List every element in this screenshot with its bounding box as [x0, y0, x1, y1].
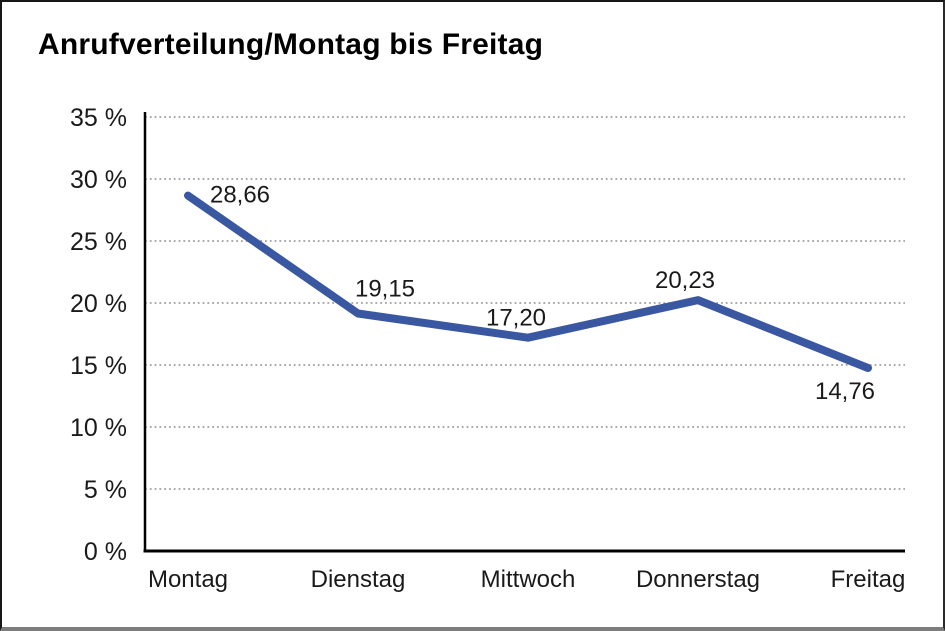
y-axis-tick-label: 15 %	[70, 352, 127, 380]
y-axis-tick-label: 30 %	[70, 166, 127, 194]
x-axis-category-label: Freitag	[831, 566, 906, 593]
x-axis-category-label: Dienstag	[311, 566, 406, 593]
chart-title: Anrufverteilung/Montag bis Freitag	[38, 28, 544, 61]
data-point-label: 28,66	[210, 182, 270, 209]
y-axis-tick-label: 20 %	[70, 290, 127, 318]
x-axis-category-label: Mittwoch	[481, 566, 576, 593]
data-series-line	[184, 191, 872, 372]
y-axis-tick-label: 25 %	[70, 228, 127, 256]
data-point-label: 14,76	[815, 378, 875, 405]
y-axis-tick-label: 10 %	[70, 414, 127, 442]
y-axis-tick-label: 35 %	[70, 104, 127, 132]
data-point-label: 19,15	[355, 276, 415, 303]
x-axis-category-label: Donnerstag	[636, 566, 760, 593]
data-point-label: 20,23	[655, 267, 715, 294]
x-axis-category-label: Montag	[148, 566, 228, 593]
data-point-label: 17,20	[486, 305, 546, 332]
y-axis-tick-label: 0 %	[84, 538, 127, 566]
y-axis-tick-label: 5 %	[84, 476, 127, 504]
